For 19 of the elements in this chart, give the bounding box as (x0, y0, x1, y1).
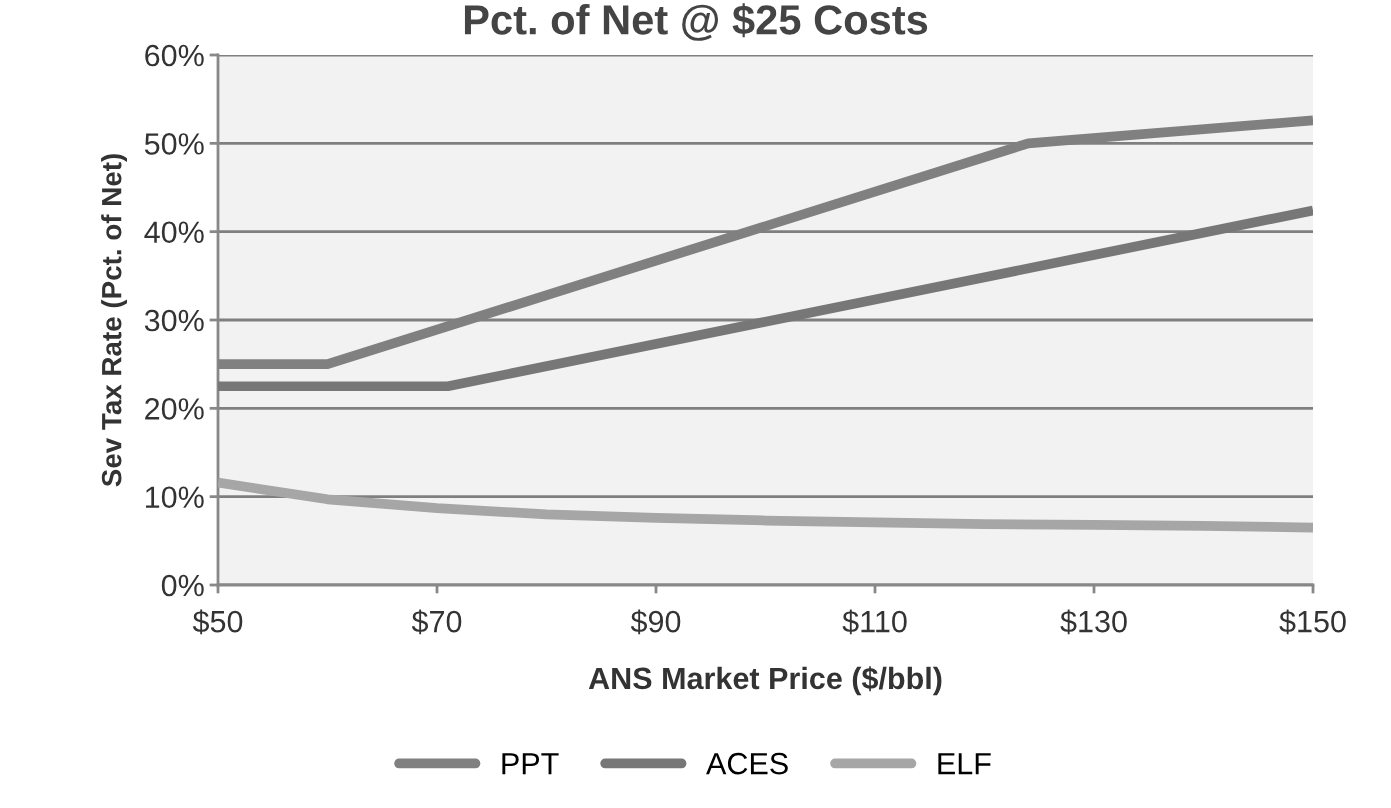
x-tick-label: $110 (842, 609, 907, 635)
y-tick-label: 50% (144, 133, 204, 155)
x-axis-title: ANS Market Price ($/bbl) (588, 666, 942, 696)
y-tick-label: 40% (144, 221, 204, 244)
x-tick-label: $90 (630, 609, 681, 635)
x-tick-label: $150 (1279, 609, 1346, 635)
legend-label: ELF (938, 753, 991, 775)
x-tick-label: $70 (411, 609, 462, 635)
y-tick-label: 30% (144, 309, 204, 332)
y-axis-title: Sev Tax Rate (Pct. of Net) (101, 154, 127, 487)
y-tick-label: 0% (161, 574, 204, 597)
x-tick-label: $50 (192, 609, 243, 635)
y-tick-label: 10% (145, 486, 204, 509)
y-tick-label: 60% (145, 44, 204, 67)
chart-title: Pct. of Net @ $25 Costs (464, 3, 928, 41)
x-tick-label: $130 (1060, 609, 1127, 635)
y-tick-label: 20% (145, 398, 204, 420)
legend-label: ACES (706, 752, 788, 775)
legend-label: PPT (502, 753, 559, 775)
